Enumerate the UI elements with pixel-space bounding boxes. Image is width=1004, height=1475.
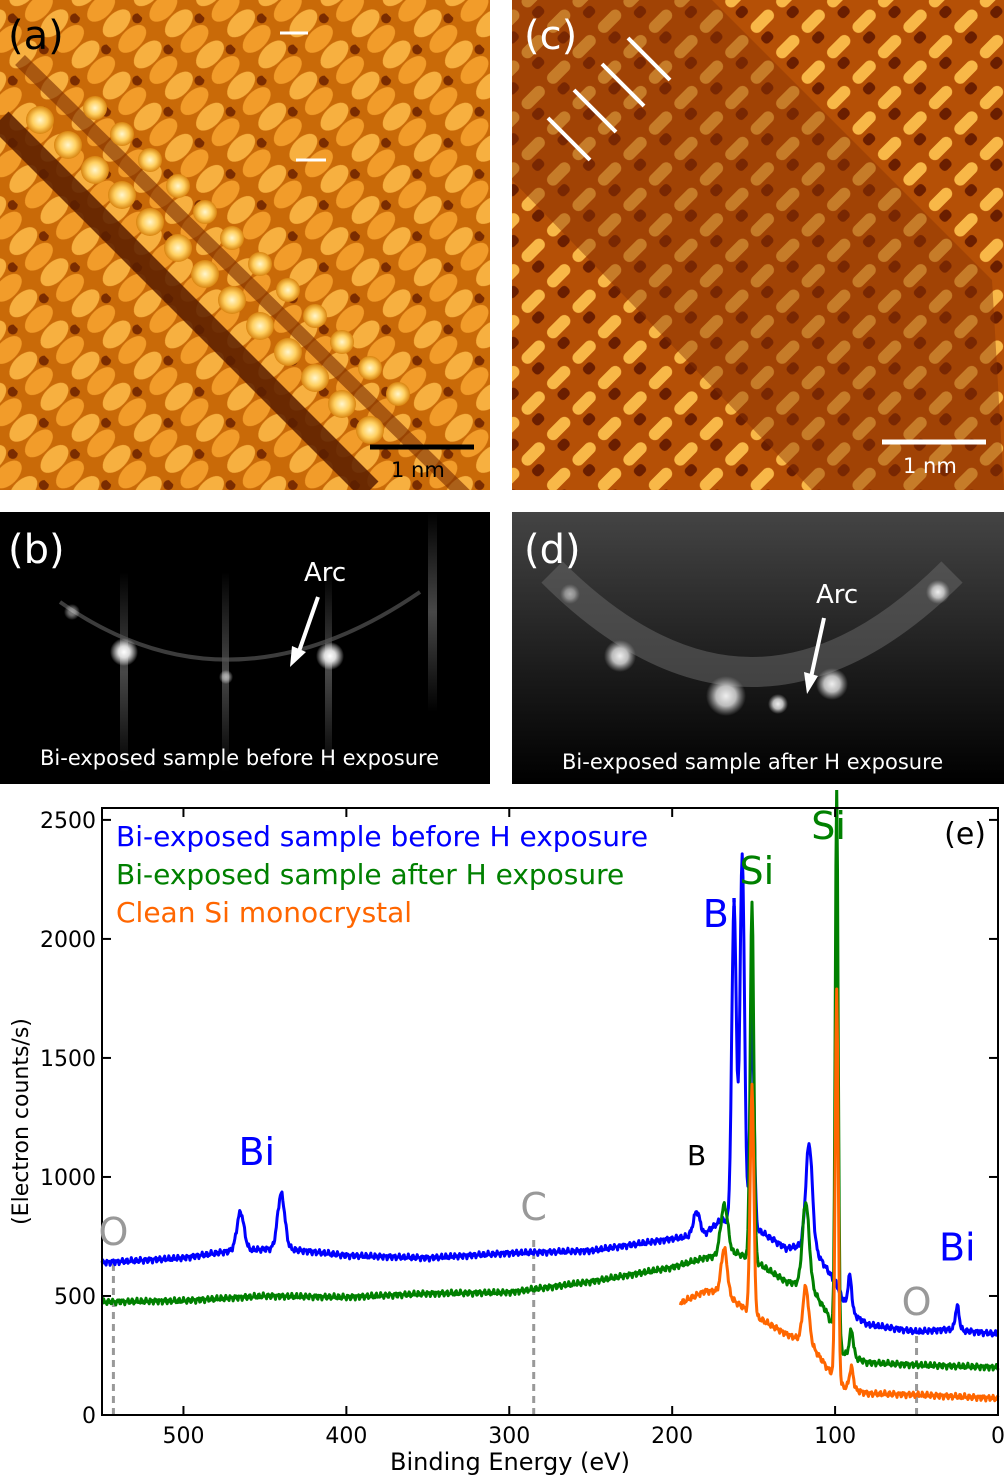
panel-label-a: (a) [8,13,64,59]
peak-annotation-5: Si [740,849,775,893]
peak-annotation-6: Si [811,804,846,848]
peak-annotation-0: Bi [238,1130,275,1174]
peak-annotation-2: O [98,1210,128,1254]
x-tick-label-5: 0 [991,1424,1004,1449]
panel-label-c: (c) [524,13,578,59]
peak-annotation-4: Bi [703,892,740,936]
x-tick-label-0: 500 [162,1424,204,1449]
series-line-0 [100,852,999,1338]
x-axis-label: Binding Energy (eV) [390,1448,630,1475]
peak-annotation-3: B [687,1139,706,1172]
stm-topography-c [512,0,1004,490]
y-tick-label-3: 1500 [40,1047,96,1072]
x-tick-label-3: 200 [651,1424,693,1449]
y-tick-label-4: 2000 [40,928,96,953]
legend-entry-1: Bi-exposed sample after H exposure [116,858,624,891]
y-tick-label-1: 500 [54,1285,96,1310]
caption-b: Bi-exposed sample before H exposure [40,746,440,770]
rheed-image-d [512,512,1004,784]
series-line-1 [101,790,1000,1372]
panel-label-b: (b) [8,527,65,573]
arc-label-d: Arc [816,580,859,610]
legend-entry-0: Bi-exposed sample before H exposure [116,820,648,853]
rheed-pattern-b [58,512,437,772]
scale-bar-label-c: 1 nm [903,454,957,478]
stm-topography-a [0,0,490,490]
x-tick-label-4: 100 [814,1424,856,1449]
y-tick-label-0: 0 [82,1404,96,1429]
panel-label-e: (e) [944,817,986,852]
plot-frame [101,807,999,1416]
x-tick-label-1: 400 [325,1424,367,1449]
series-line-2 [678,987,1000,1403]
y-tick-label-2: 1000 [40,1166,96,1191]
peak-annotation-7: Bi [939,1225,976,1269]
peak-annotation-8: O [902,1280,932,1324]
x-tick-label-2: 300 [488,1424,530,1449]
rheed-image-b [0,512,490,784]
scale-bar-label-a: 1 nm [391,458,445,482]
y-tick-label-5: 2500 [40,809,96,834]
panel-label-d: (d) [524,527,581,573]
rheed-pattern-d [512,512,1004,784]
y-axis-label: (Electron counts/s) [9,1018,34,1225]
stm-image-a [0,0,490,490]
peak-annotation-1: C [520,1185,547,1229]
legend-entry-2: Clean Si monocrystal [116,896,412,929]
stm-image-c [512,0,1004,490]
arc-label-b: Arc [304,558,347,588]
xps-spectrum-chart: 500 400 300 200 100 005001000150020002500Bind… [9,790,1004,1475]
caption-d: Bi-exposed sample after H exposure [562,750,944,774]
